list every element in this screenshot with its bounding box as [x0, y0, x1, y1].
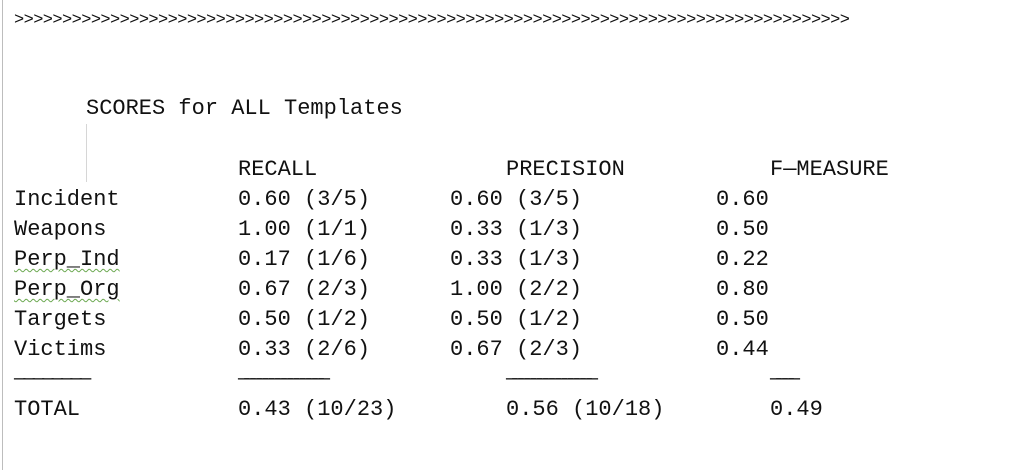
editor-left-border: [2, 0, 3, 470]
row-recall-targets: 0.50 (1/2): [238, 307, 371, 332]
rule-recall: ——————————————: [238, 368, 330, 390]
row-recall-weapons: 1.00 (1/1): [238, 217, 371, 242]
row-precision-victims: 0.67 (2/3): [450, 337, 583, 362]
column-header-fmeasure: F—MEASURE: [770, 157, 889, 182]
total-label: TOTAL: [14, 397, 81, 422]
column-header-precision: PRECISION: [506, 157, 625, 182]
row-fmeasure-victims: 0.44: [716, 337, 769, 362]
row-fmeasure-targets: 0.50: [716, 307, 769, 332]
row-recall-victims: 0.33 (2/6): [238, 337, 371, 362]
indent-guide: [86, 124, 87, 182]
row-fmeasure-perp-ind: 0.22: [716, 247, 769, 272]
row-recall-perp-org: 0.67 (2/3): [238, 277, 371, 302]
row-recall-incident: 0.60 (3/5): [238, 187, 371, 212]
row-precision-weapons: 0.33 (1/3): [450, 217, 583, 242]
row-fmeasure-weapons: 0.50: [716, 217, 769, 242]
row-label-weapons: Weapons: [14, 217, 107, 242]
row-label-perp-org: Perp_Org: [14, 277, 120, 302]
row-fmeasure-perp-org: 0.80: [716, 277, 769, 302]
row-label-targets: Targets: [14, 307, 107, 332]
total-recall: 0.43 (10/23): [238, 397, 397, 422]
rule-fmeasure: ————: [770, 368, 800, 390]
column-header-recall: RECALL: [238, 157, 318, 182]
rule-precision: ——————————————: [506, 368, 598, 390]
row-recall-perp-ind: 0.17 (1/6): [238, 247, 371, 272]
row-label-incident: Incident: [14, 187, 120, 212]
total-precision: 0.56 (10/18): [506, 397, 665, 422]
row-label-victims: Victims: [14, 337, 107, 362]
row-precision-targets: 0.50 (1/2): [450, 307, 583, 332]
row-precision-perp-ind: 0.33 (1/3): [450, 247, 583, 272]
total-fmeasure: 0.49: [770, 397, 823, 422]
rule-label: ————————: [14, 368, 91, 390]
row-fmeasure-incident: 0.60: [716, 187, 769, 212]
row-precision-perp-org: 1.00 (2/2): [450, 277, 583, 302]
row-label-perp-ind: Perp_Ind: [14, 247, 120, 272]
row-precision-incident: 0.60 (3/5): [450, 187, 583, 212]
separator-line: >>>>>>>>>>>>>>>>>>>>>>>>>>>>>>>>>>>>>>>>…: [14, 11, 850, 30]
scores-heading: SCORES for ALL Templates: [86, 96, 403, 121]
